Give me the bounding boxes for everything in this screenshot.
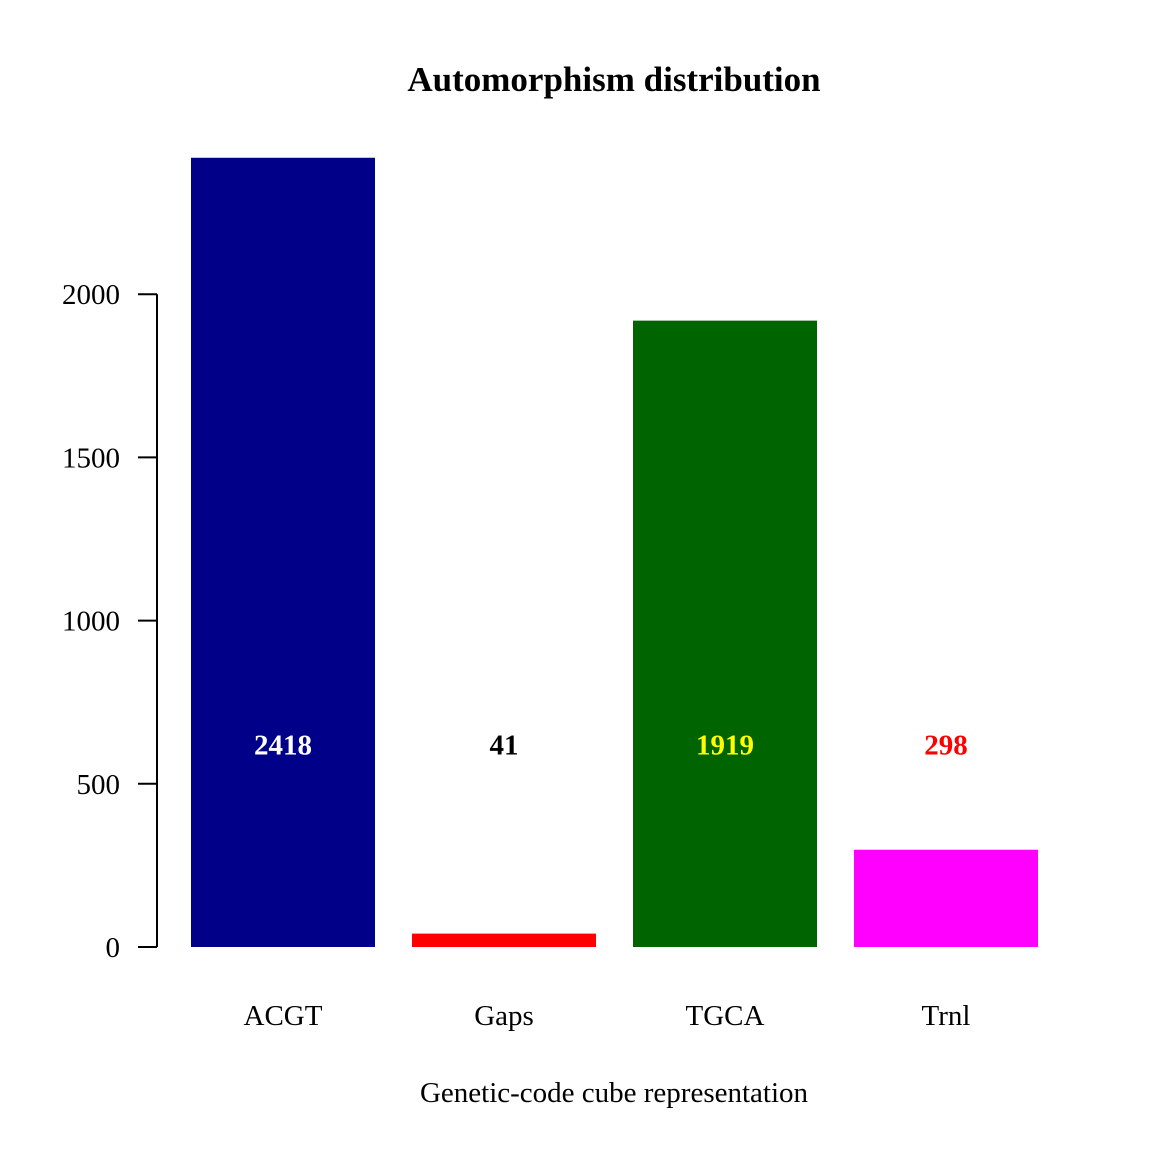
y-tick-label: 2000 bbox=[62, 279, 120, 311]
bar-tgca bbox=[633, 320, 817, 947]
category-label-trnl: Trnl bbox=[922, 1000, 971, 1032]
y-tick-label: 1000 bbox=[62, 606, 120, 638]
bar-gaps bbox=[412, 933, 596, 947]
value-label-tgca: 1919 bbox=[696, 730, 754, 762]
bar-trnl bbox=[854, 849, 1038, 947]
bar-acgt bbox=[191, 157, 375, 948]
value-label-acgt: 2418 bbox=[254, 730, 312, 762]
value-labels: 2418 41 1919 298 bbox=[254, 730, 968, 762]
x-axis-label: Genetic-code cube representation bbox=[420, 1077, 809, 1109]
y-axis: 0 500 1000 1500 2000 bbox=[62, 279, 158, 964]
value-label-trnl: 298 bbox=[924, 730, 968, 762]
chart-title: Automorphism distribution bbox=[407, 60, 820, 99]
bars bbox=[191, 157, 1038, 948]
y-tick-label: 500 bbox=[77, 769, 121, 801]
y-tick-label: 1500 bbox=[62, 442, 120, 474]
category-label-tgca: TGCA bbox=[686, 1000, 765, 1032]
y-tick-label: 0 bbox=[106, 932, 121, 964]
category-labels: ACGT Gaps TGCA Trnl bbox=[244, 1000, 971, 1032]
category-label-acgt: ACGT bbox=[244, 1000, 323, 1032]
category-label-gaps: Gaps bbox=[474, 1000, 534, 1032]
value-label-gaps: 41 bbox=[490, 730, 519, 762]
